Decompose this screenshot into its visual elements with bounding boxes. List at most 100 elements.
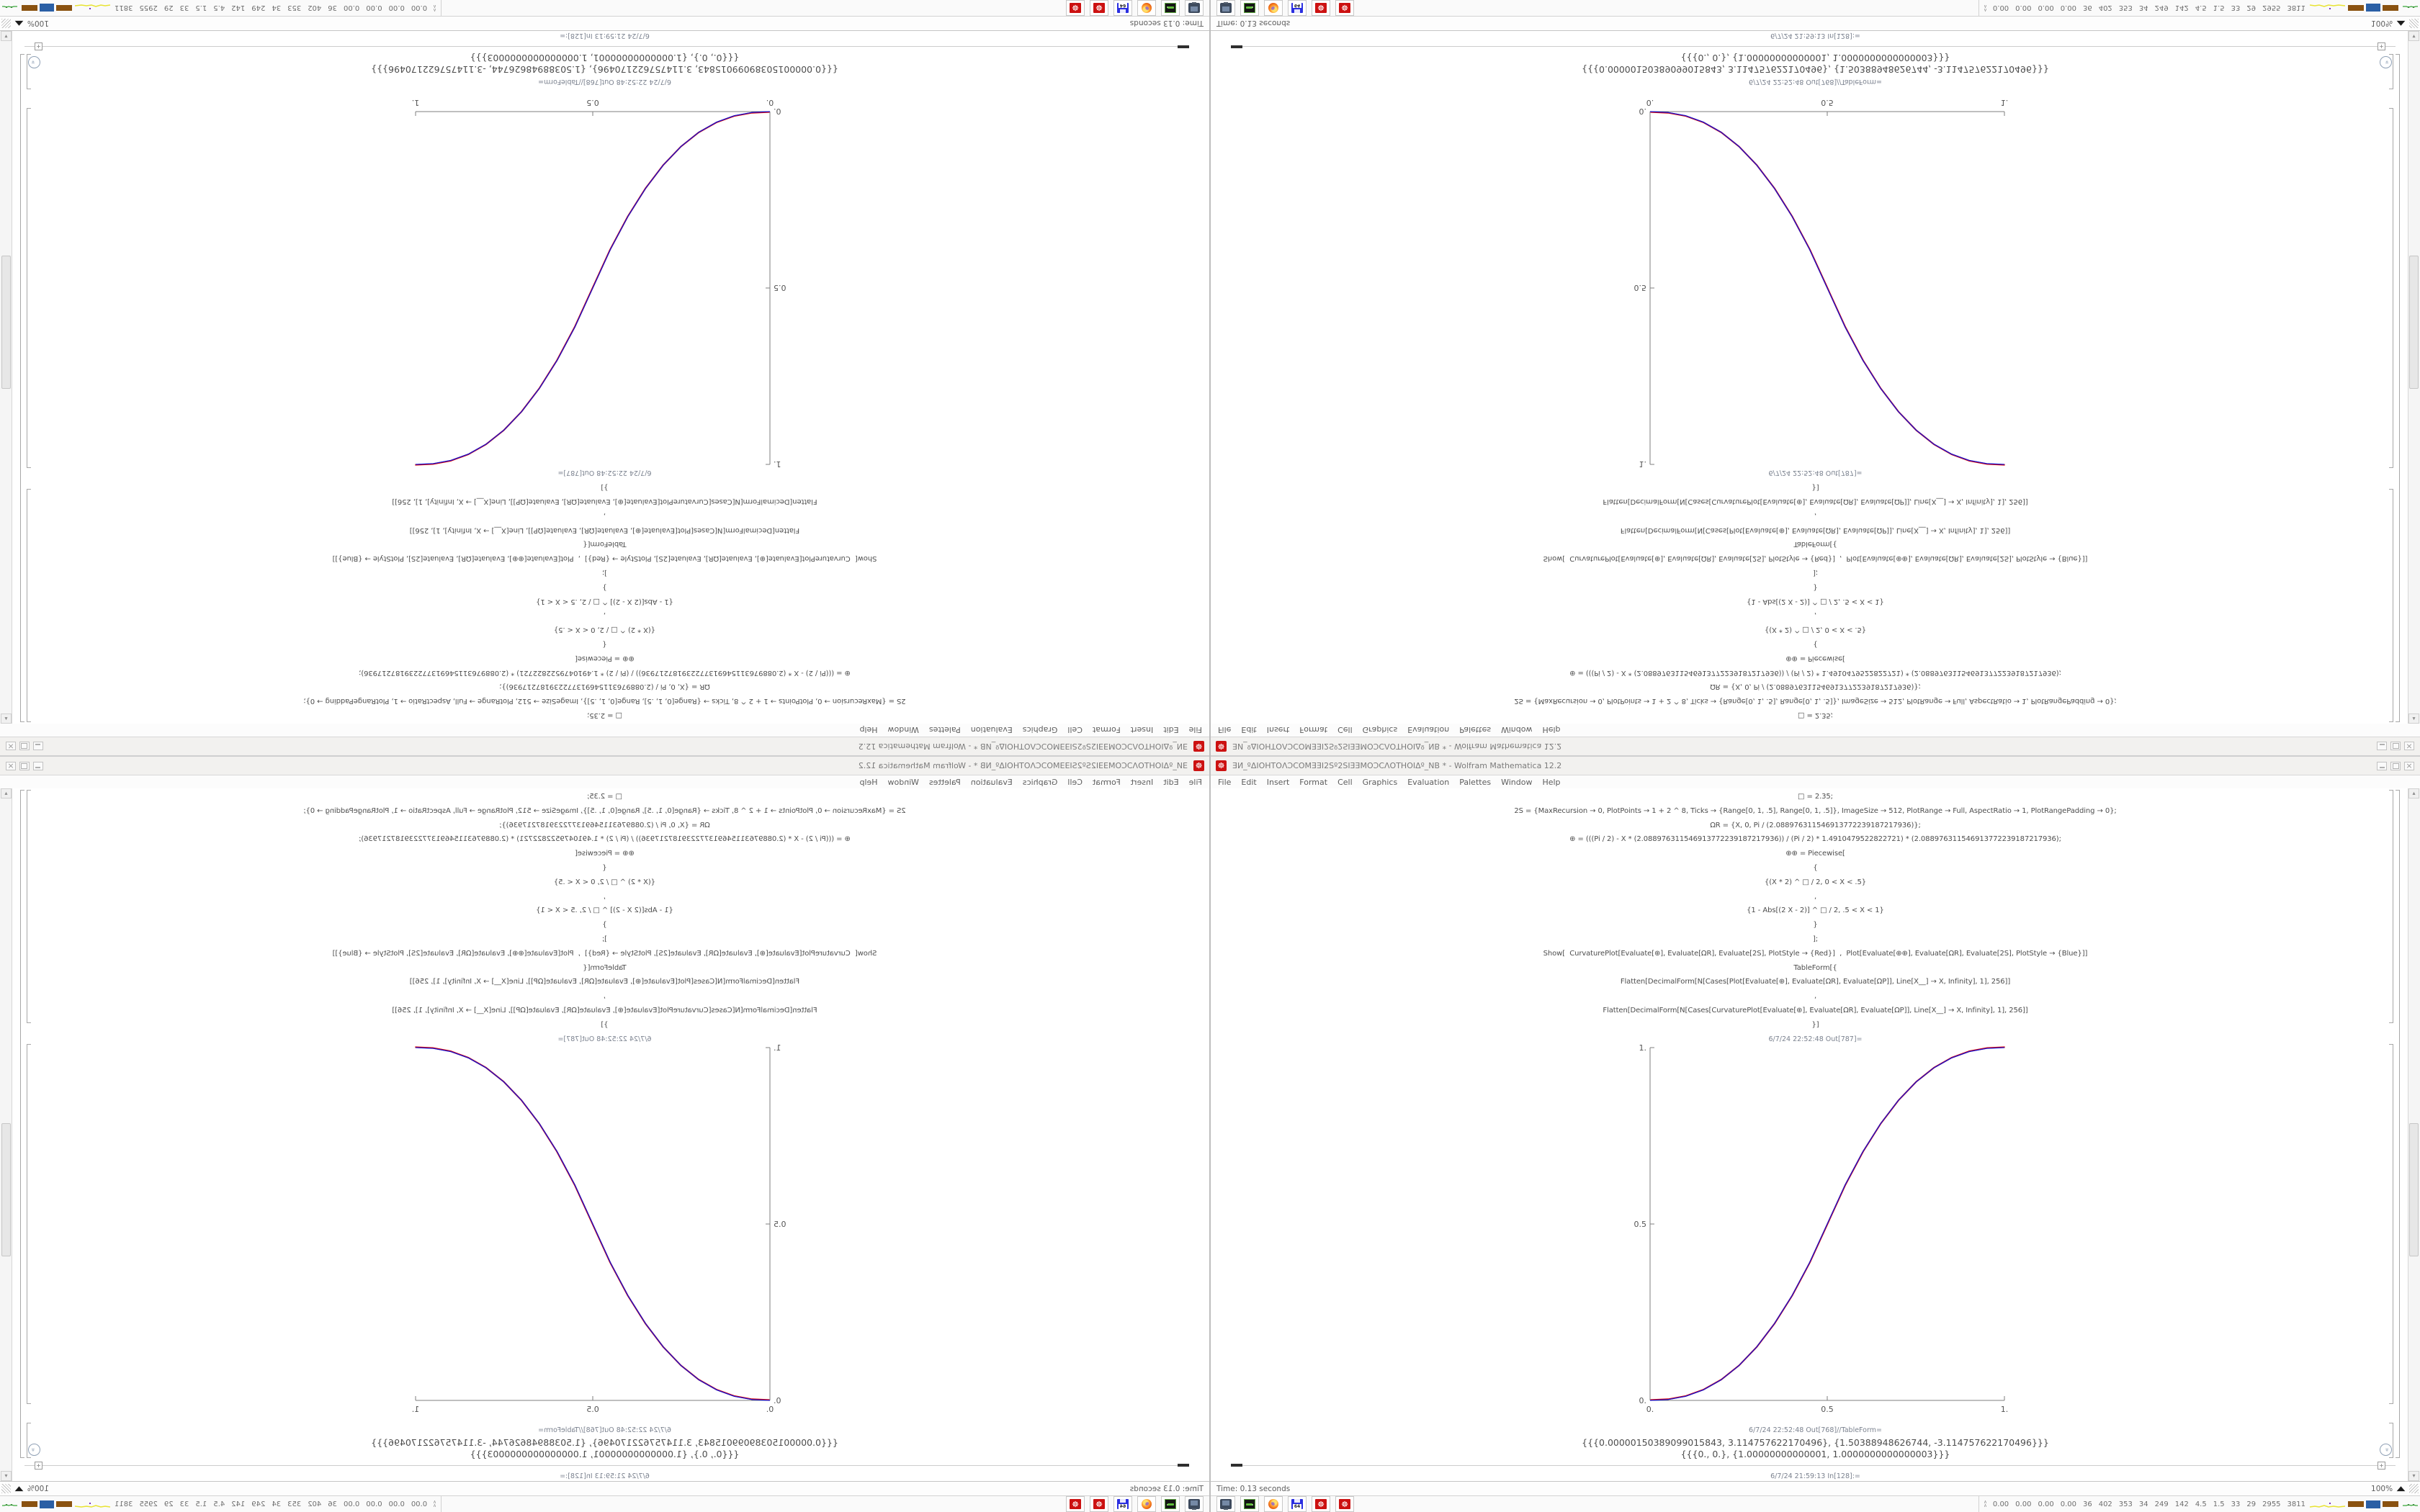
menu-window[interactable]: Window [887,777,919,787]
input-cell-bracket[interactable] [27,489,31,722]
resize-grip-icon[interactable] [1,1484,11,1493]
menu-format[interactable]: Format [1092,777,1121,787]
menu-graphics[interactable]: Graphics [1362,725,1398,735]
cell-group-bracket[interactable] [2396,790,2400,1458]
vertical-scrollbar[interactable]: ▴ ▾ [2408,31,2420,724]
taskbar-item-disk-utility[interactable] [1161,0,1180,16]
menu-insert[interactable]: Insert [1266,725,1290,735]
vertical-scrollbar[interactable]: ▴ ▾ [0,31,12,724]
menu-evaluation[interactable]: Evaluation [970,725,1013,735]
tray-expand-icon[interactable]: ∧ ∧ [433,4,436,13]
tray-expand-icon[interactable]: ∧ ∧ [1984,1499,1987,1508]
menu-palettes[interactable]: Palettes [1459,777,1492,787]
menu-graphics[interactable]: Graphics [1362,777,1398,787]
taskbar-item-firefox[interactable] [1137,1496,1156,1512]
collapse-output-icon[interactable]: » [28,1444,40,1456]
cell-group-bracket[interactable] [20,790,24,1458]
scroll-down-icon[interactable]: ▾ [2408,1471,2419,1481]
menu-help[interactable]: Help [859,777,878,787]
resize-grip-icon[interactable] [2409,1484,2419,1493]
vertical-scrollbar[interactable]: ▴ ▾ [2408,788,2420,1481]
minimize-button[interactable] [2377,742,2387,751]
menu-cell[interactable]: Cell [1067,725,1083,735]
minimize-button[interactable] [2377,761,2387,770]
input-cell-bracket[interactable] [2389,489,2393,722]
maximize-button[interactable] [2390,742,2401,751]
scroll-up-icon[interactable]: ▴ [1,788,12,798]
cell-group-bracket[interactable] [20,54,24,722]
taskbar-item-settings-2[interactable]: ☸ [1335,0,1354,16]
menu-cell[interactable]: Cell [1337,725,1353,735]
taskbar-item-display-capture[interactable] [1185,0,1204,16]
close-button[interactable]: × [6,742,16,752]
scroll-up-icon[interactable]: ▴ [2408,788,2419,798]
menu-evaluation[interactable]: Evaluation [1407,725,1450,735]
maximize-button[interactable] [19,761,30,770]
scroll-down-icon[interactable]: ▾ [2408,31,2419,41]
taskbar-item-disk-utility[interactable] [1240,0,1259,16]
menu-evaluation[interactable]: Evaluation [1407,777,1450,787]
taskbar-item-display-capture[interactable] [1216,1496,1235,1512]
plot-output-cell-bracket[interactable] [2389,108,2393,468]
taskbar-item-firefox[interactable] [1137,0,1156,16]
taskbar-item-floppy64[interactable]: 64 [1288,0,1307,16]
scrollbar-thumb[interactable] [2409,1123,2419,1256]
scrollbar-thumb[interactable] [1,256,11,389]
tray-expand-icon[interactable]: ∧ ∧ [1984,4,1987,13]
taskbar-item-firefox[interactable] [1264,1496,1283,1512]
menu-insert[interactable]: Insert [1266,777,1290,787]
menu-window[interactable]: Window [887,725,919,735]
plot-output-cell-bracket[interactable] [2389,1044,2393,1404]
menu-help[interactable]: Help [1542,725,1561,735]
input-cell[interactable]: □ = 2.35; 2S = {MaxRecursion → 0, PlotPoi… [1211,480,2420,724]
taskbar-item-floppy64[interactable]: 64 [1113,0,1132,16]
menu-edit[interactable]: Edit [1163,777,1179,787]
taskbar-item-display-capture[interactable] [1185,1496,1204,1512]
plot-output-cell-bracket[interactable] [27,108,31,468]
window-titlebar[interactable]: ☸ ƎИ_ºΔΙΟΗΤΟΛƆCOMƎƎΙ2Sº2SΙƎƎMOƆCΛΟΤΗΟΙΔº… [1211,737,2420,756]
magnification-dropdown[interactable]: 100% [2371,1484,2393,1493]
vertical-scrollbar[interactable]: ▴ ▾ [0,788,12,1481]
resize-grip-icon[interactable] [1,19,11,28]
taskbar-item-disk-utility[interactable] [1161,1496,1180,1512]
insert-cell-icon[interactable]: + [2378,42,2385,50]
menu-palettes[interactable]: Palettes [1459,725,1492,735]
resize-grip-icon[interactable] [2409,19,2419,28]
menu-graphics[interactable]: Graphics [1022,777,1058,787]
scroll-up-icon[interactable]: ▴ [2408,714,2419,724]
taskbar-item-firefox[interactable] [1264,0,1283,16]
tableform-cell-bracket[interactable] [2389,1423,2393,1458]
magnification-dropdown[interactable]: 100% [27,1484,49,1493]
collapse-output-icon[interactable]: » [2380,1444,2392,1456]
close-button[interactable]: × [2404,761,2414,770]
taskbar-item-display-capture[interactable] [1216,0,1235,16]
taskbar-item-settings-2[interactable]: ☸ [1066,1496,1085,1512]
close-button[interactable]: × [6,761,16,770]
minimize-button[interactable] [33,742,43,751]
menu-file[interactable]: File [1188,725,1202,735]
cell-group-bracket[interactable] [2396,54,2400,722]
window-titlebar[interactable]: ☸ ƎИ_ºΔΙΟΗΤΟΛƆCOMƎƎΙ2Sº2SΙƎƎMOƆCΛΟΤΗΟΙΔº… [1211,756,2420,775]
collapse-output-icon[interactable]: » [28,56,40,68]
scroll-down-icon[interactable]: ▾ [1,31,12,41]
menu-file[interactable]: File [1218,725,1232,735]
maximize-button[interactable] [19,742,30,751]
taskbar-item-disk-utility[interactable] [1240,1496,1259,1512]
taskbar-item-settings-1[interactable]: ☸ [1090,1496,1108,1512]
taskbar-item-settings-1[interactable]: ☸ [1312,1496,1330,1512]
scroll-down-icon[interactable]: ▾ [1,1471,12,1481]
menu-edit[interactable]: Edit [1241,777,1257,787]
taskbar-item-floppy64[interactable]: 64 [1288,1496,1307,1512]
cell-insertion-bar[interactable]: + [24,42,1189,50]
taskbar-item-settings-2[interactable]: ☸ [1066,0,1085,16]
menu-palettes[interactable]: Palettes [928,777,961,787]
cell-insertion-bar[interactable]: + [1231,42,2396,50]
scrollbar-thumb[interactable] [2409,256,2419,389]
cell-insertion-bar[interactable]: + [24,1462,1189,1470]
menu-cell[interactable]: Cell [1337,777,1353,787]
menu-format[interactable]: Format [1299,777,1328,787]
taskbar-item-settings-2[interactable]: ☸ [1335,1496,1354,1512]
menu-window[interactable]: Window [1501,777,1533,787]
tray-expand-icon[interactable]: ∧ ∧ [433,1499,436,1508]
cell-insertion-bar[interactable]: + [1231,1462,2396,1470]
